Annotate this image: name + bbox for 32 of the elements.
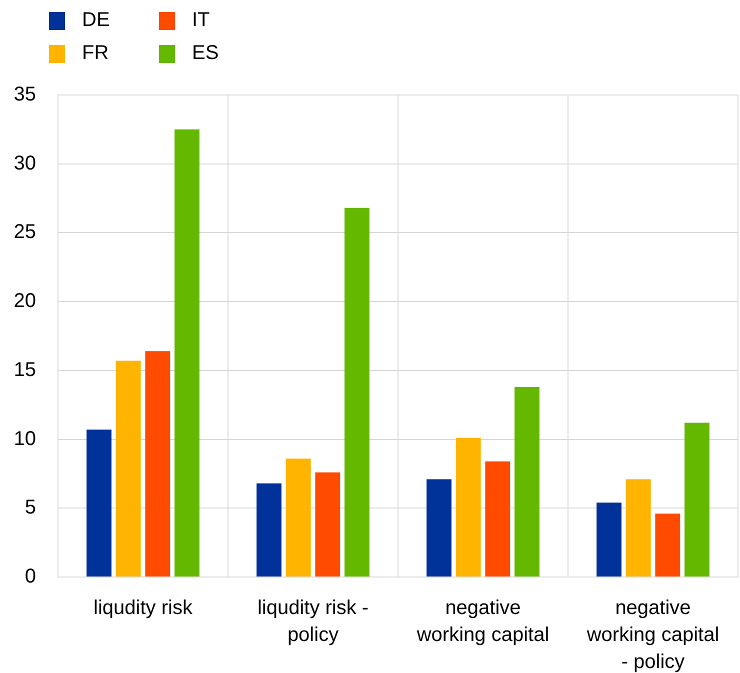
y-tick-label: 30 bbox=[14, 152, 36, 174]
y-tick-label: 15 bbox=[14, 358, 36, 381]
y-tick-label: 20 bbox=[14, 290, 36, 312]
bar bbox=[315, 472, 340, 576]
bar bbox=[684, 422, 710, 576]
y-tick-label: 10 bbox=[14, 428, 36, 450]
x-tick-label: liqudity risk - policy bbox=[257, 597, 369, 646]
bar bbox=[256, 483, 282, 576]
legend-label: DE bbox=[82, 9, 110, 32]
bar bbox=[286, 458, 311, 576]
y-tick-label: 0 bbox=[24, 566, 36, 588]
legend-label: FR bbox=[82, 42, 109, 65]
bar bbox=[626, 479, 651, 576]
bar bbox=[456, 438, 481, 576]
bar bbox=[485, 461, 510, 576]
bar bbox=[145, 351, 170, 576]
bar bbox=[514, 386, 540, 576]
bar bbox=[426, 479, 452, 576]
legend-label: IT bbox=[192, 9, 210, 32]
bar bbox=[86, 430, 112, 576]
y-tick-label: 25 bbox=[14, 221, 36, 244]
x-tick-label: negative working capital bbox=[416, 597, 550, 646]
bar bbox=[596, 502, 622, 576]
y-tick-label: 35 bbox=[14, 84, 36, 106]
bar bbox=[174, 129, 200, 576]
bar bbox=[655, 514, 680, 576]
bar bbox=[344, 208, 370, 576]
x-tick-label: negative working capital - policy bbox=[586, 597, 720, 673]
bar bbox=[116, 360, 141, 576]
x-tick-label: liqudity risk bbox=[94, 597, 194, 620]
y-tick-label: 5 bbox=[24, 496, 36, 519]
legend-label: ES bbox=[192, 42, 219, 65]
